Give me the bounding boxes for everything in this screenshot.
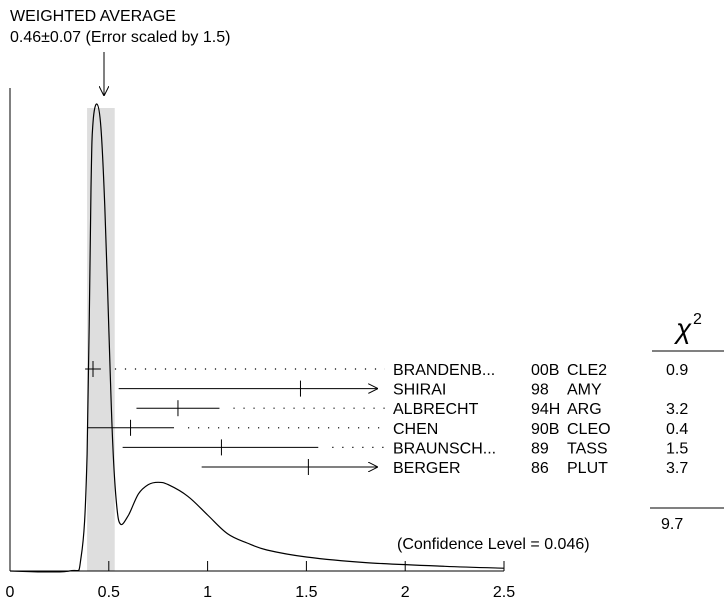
measurement-year: 89 <box>531 440 549 457</box>
measurement-year: 90B <box>531 421 559 438</box>
measurement-chi2: 0.9 <box>666 362 688 379</box>
x-axis-ticks: 0 0.5 1 1.5 2 2.5 <box>6 561 515 601</box>
measurement-row: BERGER 86 PLUT 3.7 <box>201 459 688 477</box>
ideogram-curve <box>9 103 505 573</box>
x-tick-label: 1.5 <box>295 584 317 601</box>
confidence-level: (Confidence Level = 0.046) <box>397 536 590 553</box>
measurement-year: 00B <box>531 362 559 379</box>
measurement-name: BRAUNSCH... <box>393 440 496 457</box>
measurement-row: CHEN 90B CLEO 0.4 <box>87 419 688 438</box>
measurement-row: BRANDENB... 00B CLE2 0.9 <box>85 361 688 379</box>
measurement-name: BRANDENB... <box>393 362 495 379</box>
measurement-year: 94H <box>531 401 560 418</box>
measurement-row: BRAUNSCH... 89 TASS 1.5 <box>122 439 688 457</box>
measurement-experiment: AMY <box>567 382 602 399</box>
chart-subtitle: 0.46±0.07 (Error scaled by 1.5) <box>10 29 230 46</box>
x-tick-label: 0.5 <box>98 584 120 601</box>
measurement-year: 86 <box>531 460 549 477</box>
measurement-name: SHIRAI <box>393 382 446 399</box>
chi2-exponent: 2 <box>693 311 702 328</box>
measurement-experiment: PLUT <box>567 460 608 477</box>
measurement-chi2: 1.5 <box>666 440 688 457</box>
measurement-name: ALBRECHT <box>393 401 479 418</box>
chart-title: WEIGHTED AVERAGE <box>10 8 176 25</box>
measurement-experiment: CLEO <box>567 421 611 438</box>
chi2-total: 9.7 <box>661 516 683 533</box>
measurement-experiment: ARG <box>567 401 602 418</box>
measurement-year: 98 <box>531 382 549 399</box>
measurement-chi2: 3.7 <box>666 460 688 477</box>
x-tick-label: 0 <box>6 584 15 601</box>
measurement-name: BERGER <box>393 460 461 477</box>
x-tick-label: 2.5 <box>493 584 515 601</box>
measurement-chi2: 0.4 <box>666 421 688 438</box>
measurement-row: SHIRAI 98 AMY <box>118 380 602 399</box>
measurement-row: ALBRECHT 94H ARG 3.2 <box>136 400 688 418</box>
x-tick-label: 1 <box>203 584 212 601</box>
weighted-average-band <box>87 108 115 571</box>
measurement-experiment: CLE2 <box>567 362 607 379</box>
chi2-header: χ <box>673 313 692 344</box>
x-tick-label: 2 <box>401 584 410 601</box>
measurement-experiment: TASS <box>567 440 608 457</box>
measurement-name: CHEN <box>393 421 438 438</box>
measurement-chi2: 3.2 <box>666 401 688 418</box>
